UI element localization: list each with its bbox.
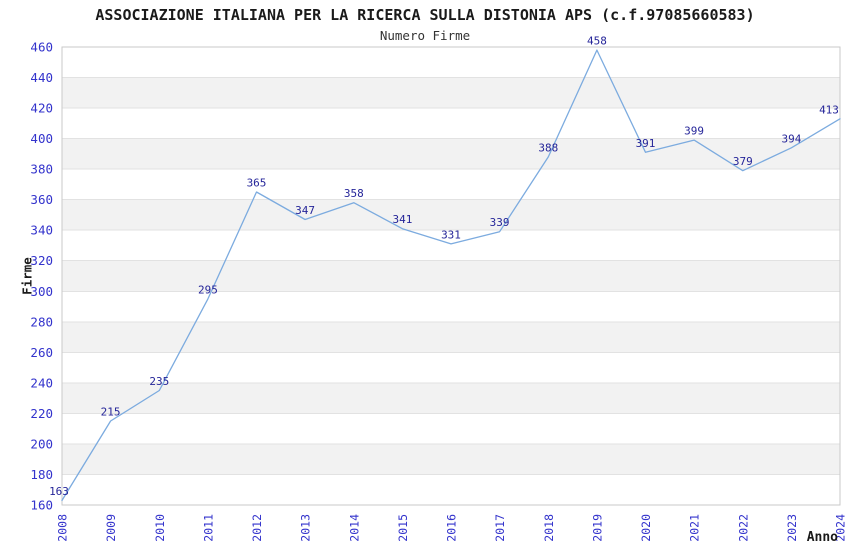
- y-tick-220: 220: [30, 406, 53, 421]
- data-label-2019: 458: [587, 35, 607, 48]
- x-tick-2013: 2013: [299, 514, 313, 542]
- data-label-2018: 388: [538, 141, 558, 154]
- y-tick-380: 380: [30, 162, 53, 177]
- data-label-2017: 339: [490, 216, 510, 229]
- data-label-2011: 295: [198, 283, 218, 296]
- band-320-340: [62, 230, 840, 261]
- data-label-2015: 341: [392, 213, 412, 226]
- y-axis-tick-labels: 160 180 200 220 240 260 280 300 320 340 360 380 400 4…: [30, 40, 53, 513]
- band-400-420: [62, 108, 840, 139]
- series-line-numero-firme: [61, 49, 841, 502]
- band-340-360: [62, 199, 840, 231]
- chart-title: ASSOCIAZIONE ITALIANA PER LA RICERCA SUL…: [95, 6, 755, 24]
- x-tick-2012: 2012: [250, 514, 264, 542]
- data-labels: 163 215 235 295 365 347 358 341 331 339 388 458 391 3…: [49, 35, 839, 498]
- y-tick-300: 300: [30, 284, 53, 299]
- data-label-2008: 163: [49, 485, 69, 498]
- y-tick-400: 400: [30, 131, 53, 146]
- band-160-180: [62, 474, 840, 505]
- data-label-2010: 235: [149, 375, 169, 388]
- x-axis-tick-labels: 2008 2009 2010 2011 2012 2013 2014 2015 2016 2017…: [56, 514, 848, 542]
- data-label-2014: 358: [344, 187, 364, 200]
- x-tick-2017: 2017: [493, 514, 507, 542]
- plot-border-rect: [61, 46, 841, 506]
- chart-subtitle: Numero Firme: [379, 28, 471, 43]
- band-240-260: [62, 352, 840, 383]
- x-tick-2019: 2019: [590, 514, 604, 542]
- x-tick-2016: 2016: [445, 514, 459, 542]
- x-tick-2015: 2015: [396, 514, 410, 542]
- y-tick-160: 160: [30, 498, 53, 513]
- series-line: [61, 49, 841, 502]
- band-380-400: [62, 138, 840, 170]
- x-tick-2014: 2014: [347, 514, 361, 542]
- plot-border: [61, 46, 841, 506]
- x-tick-2021: 2021: [688, 514, 702, 542]
- data-label-2013: 347: [295, 204, 315, 217]
- band-280-300: [62, 291, 840, 322]
- band-300-320: [62, 260, 840, 292]
- background-bands: [62, 47, 840, 505]
- x-tick-2023: 2023: [785, 514, 799, 542]
- y-tick-440: 440: [30, 70, 53, 85]
- y-tick-280: 280: [30, 314, 53, 329]
- data-label-2021: 399: [684, 125, 704, 138]
- gridlines: [62, 77, 840, 475]
- data-label-2016: 331: [441, 228, 461, 241]
- data-label-2022: 379: [733, 155, 753, 168]
- band-360-380: [62, 169, 840, 200]
- y-tick-320: 320: [30, 253, 53, 268]
- band-260-280: [62, 321, 840, 353]
- data-label-2012: 365: [247, 177, 267, 190]
- y-tick-260: 260: [30, 345, 53, 360]
- data-label-2020: 391: [636, 137, 656, 150]
- y-tick-460: 460: [30, 40, 53, 55]
- band-420-440: [62, 77, 840, 109]
- y-axis-title: Firme: [19, 257, 35, 295]
- y-tick-360: 360: [30, 192, 53, 207]
- y-tick-200: 200: [30, 436, 53, 451]
- x-axis-title: Anno: [806, 530, 838, 545]
- x-tick-2010: 2010: [153, 514, 167, 542]
- x-tick-2024: 2024: [834, 514, 848, 542]
- y-tick-240: 240: [30, 375, 53, 390]
- x-tick-2020: 2020: [639, 514, 653, 542]
- data-label-2023: 394: [781, 132, 801, 145]
- data-label-2009: 215: [101, 406, 121, 419]
- x-tick-2022: 2022: [736, 514, 750, 542]
- data-label-2024: 413: [819, 103, 839, 116]
- x-tick-2011: 2011: [201, 514, 215, 542]
- x-tick-2009: 2009: [104, 514, 118, 542]
- x-tick-2018: 2018: [542, 514, 556, 542]
- y-tick-180: 180: [30, 467, 53, 482]
- band-200-220: [62, 413, 840, 444]
- band-220-240: [62, 382, 840, 414]
- band-440-460: [62, 47, 840, 78]
- y-tick-420: 420: [30, 101, 53, 116]
- band-180-200: [62, 443, 840, 475]
- y-tick-340: 340: [30, 223, 53, 238]
- x-tick-2008: 2008: [56, 514, 70, 542]
